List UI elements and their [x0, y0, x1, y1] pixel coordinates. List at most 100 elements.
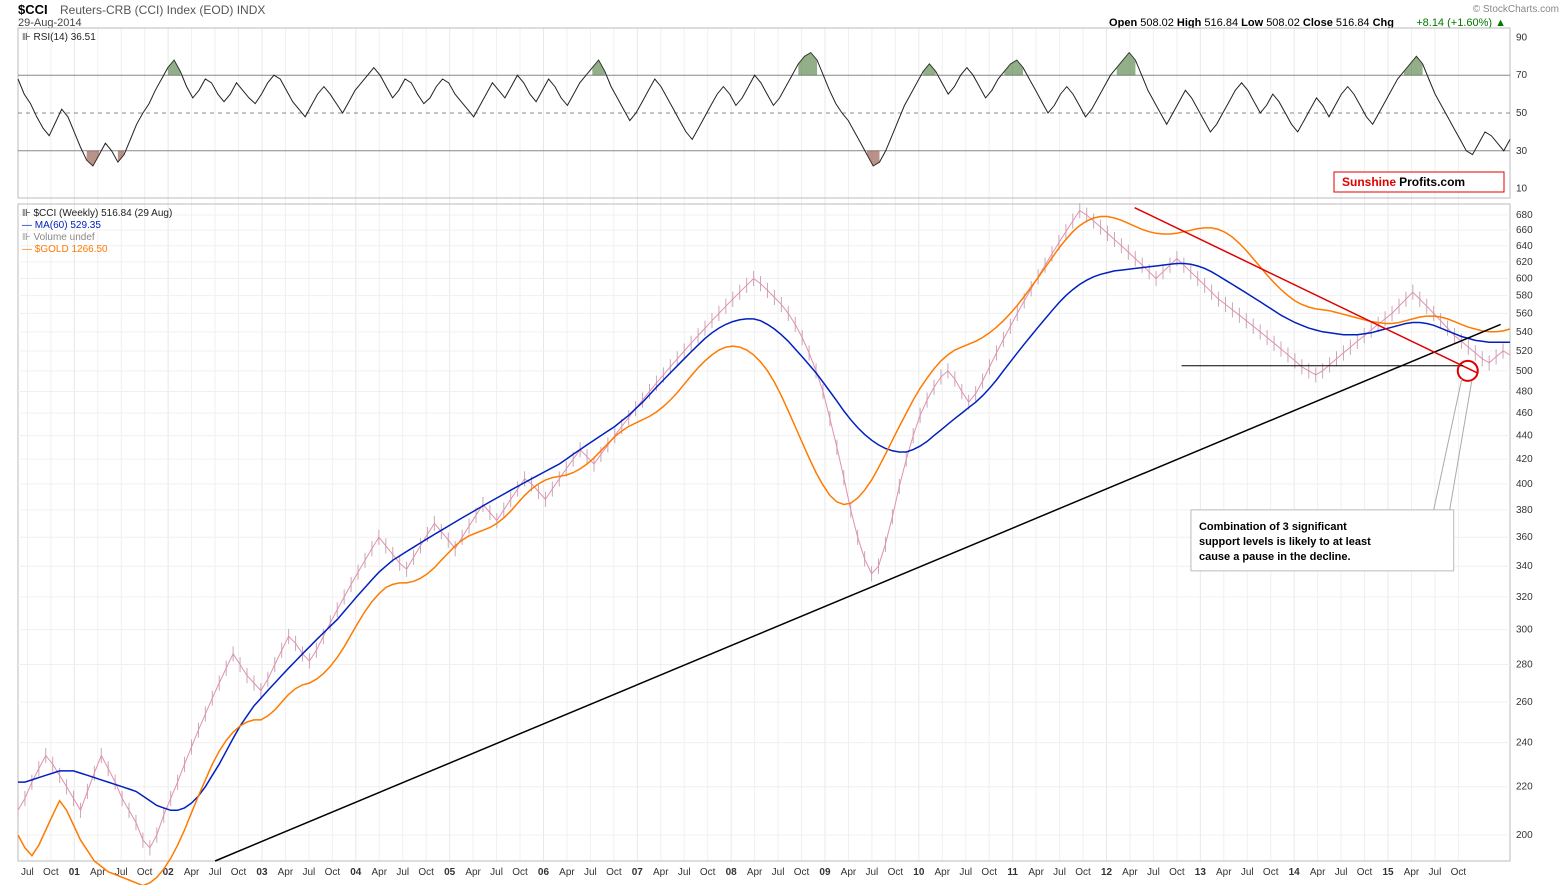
- main-ytick: 360: [1516, 532, 1533, 543]
- x-month-label: Oct: [231, 867, 247, 878]
- x-year-label: 07: [632, 867, 644, 878]
- legend-gold: — $GOLD 1266.50: [22, 244, 108, 255]
- x-month-label: Apr: [935, 867, 951, 878]
- callout-text: support levels is likely to at least: [1199, 536, 1371, 548]
- x-month-label: Jul: [490, 867, 503, 878]
- x-month-label: Apr: [1122, 867, 1138, 878]
- x-month-label: Jul: [772, 867, 785, 878]
- callout-text: Combination of 3 significant: [1199, 521, 1347, 533]
- main-ytick: 340: [1516, 561, 1533, 572]
- x-month-label: Jul: [678, 867, 691, 878]
- branding-text: Sunshine Profits.com: [1342, 175, 1465, 189]
- legend-ma: — MA(60) 529.35: [22, 220, 101, 231]
- rsi-series: [18, 53, 1510, 166]
- main-ytick: 260: [1516, 697, 1533, 708]
- x-year-label: 13: [1195, 867, 1207, 878]
- x-year-label: 15: [1382, 867, 1394, 878]
- rsi-legend: ⊪ RSI(14) 36.51: [22, 32, 96, 43]
- x-month-label: Jul: [1147, 867, 1160, 878]
- main-ytick: 560: [1516, 308, 1533, 319]
- x-month-label: Oct: [43, 867, 59, 878]
- x-month-label: Oct: [1263, 867, 1279, 878]
- ohlc-block: Open 508.02 High 516.84 Low 508.02 Close…: [1109, 17, 1394, 29]
- x-year-label: 04: [350, 867, 362, 878]
- x-month-label: Oct: [512, 867, 528, 878]
- main-ytick: 200: [1516, 830, 1533, 841]
- x-year-label: 11: [1007, 867, 1018, 878]
- main-ytick: 420: [1516, 454, 1533, 465]
- x-month-label: Oct: [418, 867, 434, 878]
- legend-cci: ⊪ $CCI (Weekly) 516.84 (29 Aug): [22, 208, 172, 219]
- rsi-fill: [1404, 56, 1423, 75]
- main-ytick: 480: [1516, 387, 1533, 398]
- main-ytick: 660: [1516, 225, 1533, 236]
- legend-vol: ⊪ Volume undef: [22, 232, 95, 243]
- rsi-ytick: 10: [1516, 184, 1528, 195]
- x-year-label: 06: [538, 867, 550, 878]
- main-ytick: 680: [1516, 210, 1533, 221]
- x-year-label: 12: [1101, 867, 1113, 878]
- x-year-label: 14: [1289, 867, 1301, 878]
- x-month-label: Apr: [465, 867, 481, 878]
- main-ytick: 440: [1516, 431, 1533, 442]
- x-month-label: Apr: [747, 867, 763, 878]
- x-month-label: Oct: [981, 867, 997, 878]
- rsi-ytick: 70: [1516, 70, 1528, 81]
- rsi-fill: [923, 64, 935, 75]
- x-month-label: Oct: [1451, 867, 1467, 878]
- x-year-label: 05: [444, 867, 456, 878]
- x-month-label: Jul: [302, 867, 315, 878]
- x-month-label: Jul: [1429, 867, 1442, 878]
- main-ytick: 400: [1516, 479, 1533, 490]
- callout-leader: [1450, 381, 1472, 510]
- main-ytick: 540: [1516, 327, 1533, 338]
- main-ytick: 380: [1516, 505, 1533, 516]
- x-month-label: Jul: [1241, 867, 1254, 878]
- x-month-label: Oct: [1357, 867, 1373, 878]
- x-month-label: Jul: [396, 867, 409, 878]
- x-month-label: Apr: [653, 867, 669, 878]
- x-month-label: Apr: [841, 867, 857, 878]
- x-year-label: 09: [819, 867, 831, 878]
- x-month-label: Oct: [888, 867, 904, 878]
- x-month-label: Oct: [1075, 867, 1091, 878]
- stockchart-root: { "attribution": "© StockCharts.com", "h…: [0, 0, 1565, 885]
- x-year-label: 03: [256, 867, 268, 878]
- x-year-label: 08: [726, 867, 738, 878]
- chart-svg: $CCI Reuters-CRB (CCI) Index (EOD) INDX29…: [0, 0, 1565, 885]
- x-month-label: Jul: [209, 867, 222, 878]
- symbol-desc: Reuters-CRB (CCI) Index (EOD) INDX: [60, 3, 265, 17]
- x-month-label: Oct: [700, 867, 716, 878]
- main-ytick: 280: [1516, 660, 1533, 671]
- x-month-label: Apr: [278, 867, 294, 878]
- callout-text: cause a pause in the decline.: [1199, 551, 1351, 563]
- resistance-trendline: [1135, 208, 1478, 373]
- x-month-label: Oct: [606, 867, 622, 878]
- x-month-label: Oct: [1169, 867, 1185, 878]
- x-month-label: Apr: [1404, 867, 1420, 878]
- main-ytick: 460: [1516, 408, 1533, 419]
- chart-date: 29-Aug-2014: [18, 17, 82, 29]
- x-month-label: Apr: [1310, 867, 1326, 878]
- x-month-label: Apr: [1028, 867, 1044, 878]
- x-month-label: Apr: [184, 867, 200, 878]
- x-year-label: 10: [913, 867, 925, 878]
- x-month-label: Jul: [584, 867, 597, 878]
- callout-leader: [1434, 379, 1462, 510]
- main-ytick: 580: [1516, 291, 1533, 302]
- x-month-label: Jul: [1053, 867, 1066, 878]
- rsi-ytick: 90: [1516, 32, 1528, 43]
- x-month-label: Apr: [371, 867, 387, 878]
- main-ytick: 640: [1516, 241, 1533, 252]
- main-ytick: 240: [1516, 738, 1533, 749]
- attribution: © StockCharts.com: [1473, 4, 1559, 15]
- main-ytick: 600: [1516, 273, 1533, 284]
- main-ytick: 220: [1516, 782, 1533, 793]
- symbol-label: $CCI: [18, 2, 48, 17]
- support-trendline: [215, 324, 1501, 861]
- x-year-label: 01: [69, 867, 81, 878]
- rsi-ytick: 50: [1516, 108, 1528, 119]
- x-month-label: Apr: [559, 867, 575, 878]
- x-month-label: Jul: [866, 867, 879, 878]
- main-ytick: 520: [1516, 346, 1533, 357]
